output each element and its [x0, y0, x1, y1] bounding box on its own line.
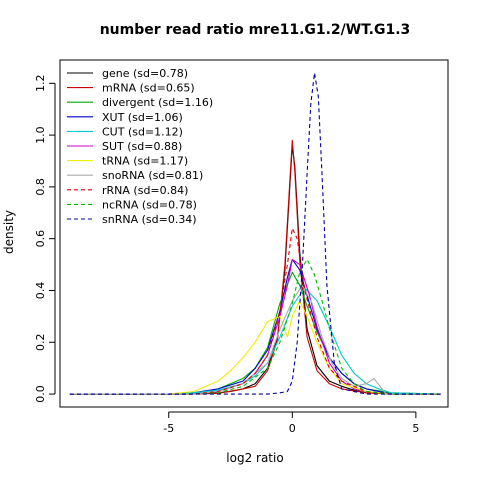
legend-label: mRNA (sd=0.65)	[102, 82, 195, 95]
chart-title: number read ratio mre11.G1.2/WT.G1.3	[100, 22, 411, 38]
y-tick-label: 0.4	[34, 282, 47, 300]
series-layer	[69, 72, 441, 395]
y-tick-label: 1.0	[34, 126, 47, 144]
legend-label: snoRNA (sd=0.81)	[102, 169, 203, 182]
legend-label: snRNA (sd=0.34)	[102, 213, 197, 226]
x-tick-label: 5	[412, 422, 419, 435]
series-line-8	[69, 284, 441, 395]
legend-label: divergent (sd=1.16)	[102, 96, 213, 109]
x-tick-label: -5	[163, 422, 174, 435]
legend-label: XUT (sd=1.06)	[102, 111, 183, 124]
series-line-1	[69, 144, 441, 395]
y-tick-label: 0.2	[34, 334, 47, 352]
legend: gene (sd=0.78) mRNA (sd=0.65)divergent (s…	[67, 67, 213, 226]
series-line-5	[69, 287, 441, 395]
series-line-9	[69, 227, 441, 395]
legend-label: ncRNA (sd=0.78)	[102, 198, 197, 211]
series-line-11	[69, 72, 441, 395]
axes-layer: -5 0 5 0.0 0.2 0.4 0.6 0.8 1.0 1.2	[34, 59, 449, 435]
legend-label: tRNA (sd=1.17)	[102, 155, 188, 168]
y-tick-label: 0.6	[34, 230, 47, 248]
legend-label: CUT (sd=1.12)	[102, 125, 183, 138]
y-tick-label: 0.8	[34, 178, 47, 196]
legend-label: SUT (sd=0.88)	[102, 140, 182, 153]
y-axis-label: density	[2, 210, 16, 254]
series-line-7	[69, 300, 441, 395]
y-tick-label: 1.2	[34, 75, 47, 93]
plot-frame	[59, 59, 449, 408]
x-tick-label: 0	[289, 422, 296, 435]
y-tick-label: 0.0	[34, 385, 47, 403]
legend-label: rRNA (sd=0.84)	[102, 184, 188, 197]
legend-label: gene (sd=0.78)	[102, 67, 188, 80]
x-axis-label: log2 ratio	[226, 451, 283, 465]
